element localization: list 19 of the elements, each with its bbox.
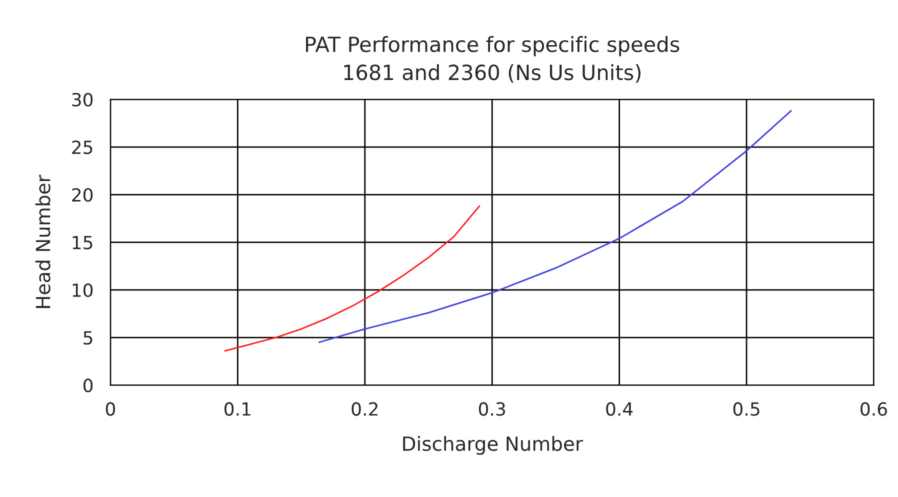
x-tick-label: 0.3: [478, 402, 506, 416]
y-tick-label: 25: [72, 140, 92, 154]
x-tick-label: 0.4: [606, 402, 633, 416]
line-series: [318, 110, 792, 344]
line-series: [224, 205, 480, 352]
y-tick-label: 20: [72, 188, 93, 202]
x-tick-label: 0.6: [860, 402, 887, 416]
chart-title: PAT Performance for specific speeds 1681 and 2360 (Ns Us Units): [306, 36, 680, 83]
y-tick-label: 30: [72, 92, 93, 107]
y-tick-label: 10: [72, 283, 93, 298]
x-tick-label: 0.2: [352, 402, 378, 416]
y-tick-label: 0: [83, 378, 93, 392]
x-tick-label: 0: [106, 402, 115, 416]
x-tick-label: 0.1: [224, 402, 250, 416]
y-tick-label: 15: [72, 236, 92, 250]
y-tick-label: 5: [84, 331, 92, 345]
x-tick-label: 0.5: [733, 402, 760, 416]
x-axis-title: Discharge Number: [403, 436, 583, 455]
y-axis-title: Head Number: [35, 174, 50, 308]
